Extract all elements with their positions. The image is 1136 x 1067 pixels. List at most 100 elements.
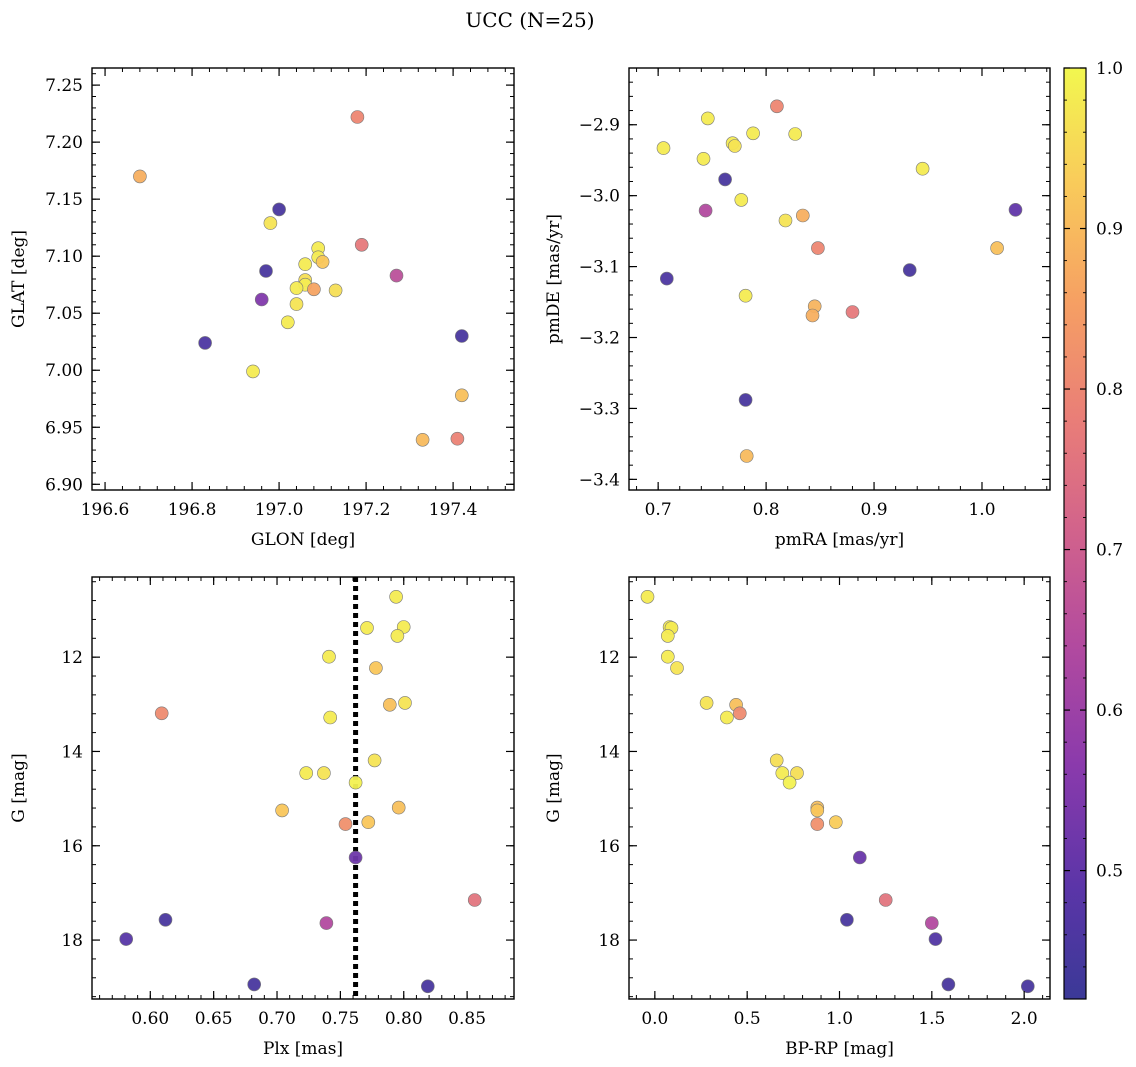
colorbar-tick-label: 0.9 <box>1096 220 1123 240</box>
data-point <box>389 589 403 604</box>
y-tick-label: 18 <box>598 931 620 951</box>
scatter-panel-glon-glat: 196.6 196.8 197.0 197.2 197.4 6.90 6.95 7.00 7.0… <box>9 67 515 550</box>
y-tick-label: −3.0 <box>579 187 620 207</box>
data-point <box>924 916 939 930</box>
data-point <box>840 912 854 927</box>
scatter-panel-pmra-pmde: 0.7 0.8 0.9 1.0 −3.4 −3.3 −3.2 −3.1 −3.0 −2.9 pmRA… <box>544 67 1051 550</box>
colorbar-tick-label: 0.6 <box>1096 701 1123 721</box>
scatter-panel-bprp-g: 0.0 0.5 1.0 1.5 2.0 12 14 16 18 BP-RP [mag] G [mag… <box>544 576 1051 1059</box>
data-point <box>133 169 147 184</box>
data-point <box>718 172 732 187</box>
y-tick-label: 7.15 <box>45 190 83 210</box>
plot-frame <box>628 576 1051 1000</box>
data-point <box>769 753 784 768</box>
data-point <box>354 238 369 252</box>
data-point <box>389 268 404 283</box>
colorbar-tick-label: 0.5 <box>1096 862 1123 882</box>
y-tick-label: 16 <box>61 837 83 857</box>
data-point <box>391 800 406 815</box>
x-axis-label: pmRA [mas/yr] <box>775 530 904 550</box>
y-tick-label: 7.05 <box>45 304 83 324</box>
data-point <box>398 696 412 710</box>
x-tick-label: 1.5 <box>918 1009 945 1029</box>
x-tick-label: 0.70 <box>258 1009 296 1029</box>
data-point <box>158 912 173 927</box>
data-point <box>845 305 860 319</box>
x-tick-label: 0.9 <box>861 500 888 520</box>
y-tick-label: 6.95 <box>45 418 83 438</box>
data-point <box>852 850 867 865</box>
data-point <box>263 216 278 230</box>
data-point <box>699 696 714 710</box>
data-point <box>700 111 715 126</box>
data-point <box>990 241 1004 255</box>
data-point <box>738 288 753 303</box>
data-point <box>319 916 334 930</box>
colorbar-tick-label: 0.7 <box>1096 541 1123 561</box>
data-point <box>732 706 747 721</box>
data-point <box>299 766 314 780</box>
colorbar: 0.5 0.6 0.7 0.8 0.9 1.0 <box>1063 59 1123 1000</box>
data-point <box>778 213 793 228</box>
data-point <box>298 257 313 272</box>
data-point <box>746 126 760 141</box>
y-tick-label: 7.10 <box>45 247 83 267</box>
y-tick-label: −3.2 <box>579 329 620 349</box>
data-point <box>322 649 336 664</box>
data-point <box>361 815 376 830</box>
scatter-panel-plx-g: 0.60 0.65 0.70 0.75 0.80 0.85 12 14 16 18 Plx [mas… <box>9 576 515 1059</box>
x-axis-label: GLON [deg] <box>251 530 355 550</box>
data-point <box>350 110 365 124</box>
y-axis-label: G [mag] <box>544 753 564 822</box>
y-tick-label: −3.3 <box>579 399 620 419</box>
data-point <box>154 706 169 721</box>
y-tick-label: 6.90 <box>45 475 83 495</box>
x-tick-label: 197.2 <box>342 500 391 520</box>
y-axis-label: pmDE [mas/yr] <box>544 214 564 344</box>
data-point <box>828 815 843 830</box>
data-point <box>367 753 382 768</box>
x-tick-label: 1.0 <box>826 1009 853 1029</box>
data-point <box>727 139 742 153</box>
data-point <box>698 203 713 218</box>
data-point <box>640 589 655 604</box>
y-axis-label: G [mag] <box>9 753 29 822</box>
data-point <box>289 281 304 295</box>
data-point <box>272 202 286 217</box>
x-tick-label: 0.7 <box>645 500 672 520</box>
y-tick-label: 14 <box>598 742 620 762</box>
data-point <box>739 449 754 463</box>
data-point <box>782 775 797 790</box>
y-tick-label: 12 <box>61 648 83 668</box>
data-point <box>390 629 405 643</box>
figure-title: UCC (N=25) <box>465 8 594 32</box>
data-point <box>420 979 435 994</box>
data-point <box>247 977 261 992</box>
data-point <box>734 193 749 207</box>
x-tick-label: 0.75 <box>321 1009 359 1029</box>
data-point <box>323 710 338 725</box>
data-point <box>454 329 469 343</box>
data-point <box>660 629 675 643</box>
data-point <box>670 661 684 675</box>
y-tick-label: 7.25 <box>45 76 83 96</box>
data-point <box>369 661 383 675</box>
y-tick-label: 18 <box>61 931 83 951</box>
data-point <box>810 817 825 831</box>
data-point <box>315 255 330 269</box>
data-point <box>246 364 260 379</box>
data-point <box>348 775 363 790</box>
data-point <box>454 388 469 403</box>
plot-frame <box>628 67 1051 491</box>
x-axis-label: Plx [mas] <box>263 1039 343 1059</box>
data-point <box>788 127 803 141</box>
x-tick-label: 1.0 <box>968 500 995 520</box>
y-tick-label: −2.9 <box>579 116 620 136</box>
data-point <box>328 283 343 298</box>
y-tick-label: 7.20 <box>45 133 83 153</box>
data-point <box>810 803 825 818</box>
data-point <box>119 932 133 946</box>
data-point <box>656 141 671 155</box>
x-tick-label: 2.0 <box>1011 1009 1038 1029</box>
data-point <box>275 803 289 818</box>
